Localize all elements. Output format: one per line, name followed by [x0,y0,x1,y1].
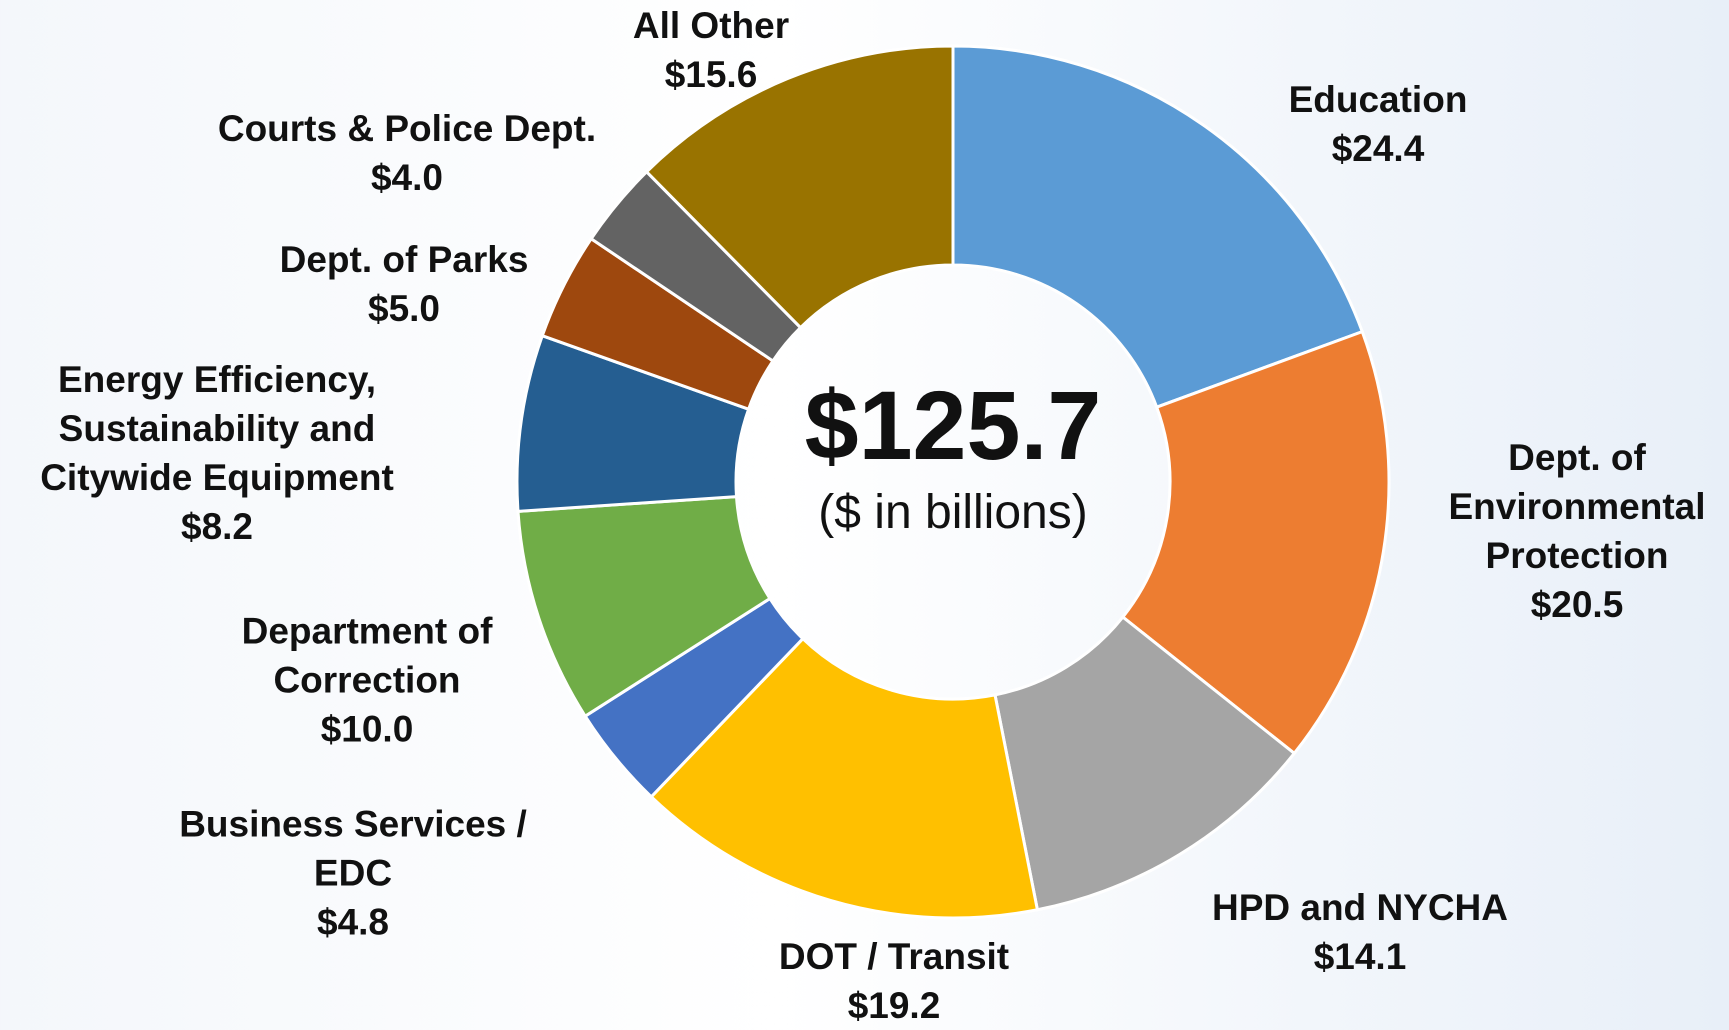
value-label: $10.0 [320,708,414,750]
segment-label: Business Services / EDC $4.8 [179,800,527,947]
category-label: Education [1288,79,1468,120]
category-label: DOT / Transit [778,936,1010,977]
segment-label: All Other $15.6 [633,1,789,99]
category-label: Dept. of Parks [279,239,529,280]
segment-label: DOT / Transit $19.2 [779,932,1009,1030]
category-label: All Other [632,5,790,46]
category-label: HPD and NYCHA [1211,887,1509,928]
value-label: $19.2 [847,985,941,1026]
donut-segment [951,44,1365,410]
segment-label: HPD and NYCHA $14.1 [1212,883,1508,981]
value-label: $14.1 [1313,936,1407,977]
category-label: Department of Correction [241,610,493,701]
category-label: Energy Efficiency, Sustainability and Ci… [40,359,394,498]
category-label: Dept. of Environmental Protection [1448,437,1706,576]
donut-segment [644,44,955,330]
subtitle: ($ in billions) [818,486,1088,539]
value-label: $4.8 [316,901,390,943]
value-label: $24.4 [1331,128,1425,169]
segment-label: Courts & Police Dept. $4.0 [218,104,596,202]
donut-segment [993,614,1297,912]
segment-label: Dept. of Environmental Protection $20.5 [1449,433,1706,629]
total-label: $125.7 [804,371,1102,480]
segment-label: Dept. of Parks $5.0 [280,235,529,333]
donut-segment [1120,329,1391,756]
value-label: $8.2 [180,506,254,547]
segment-label: Department of Correction $10.0 [242,607,493,754]
value-label: $4.0 [370,157,443,198]
category-label: Business Services / EDC [179,803,527,894]
segment-label: Education $24.4 [1289,75,1468,173]
value-label: $15.6 [664,54,758,95]
category-label: Courts & Police Dept. [217,108,597,149]
segment-label: Energy Efficiency, Sustainability and Ci… [40,355,394,551]
donut-segment [649,636,1040,920]
value-label: $5.0 [367,288,441,329]
value-label: $20.5 [1530,584,1624,625]
